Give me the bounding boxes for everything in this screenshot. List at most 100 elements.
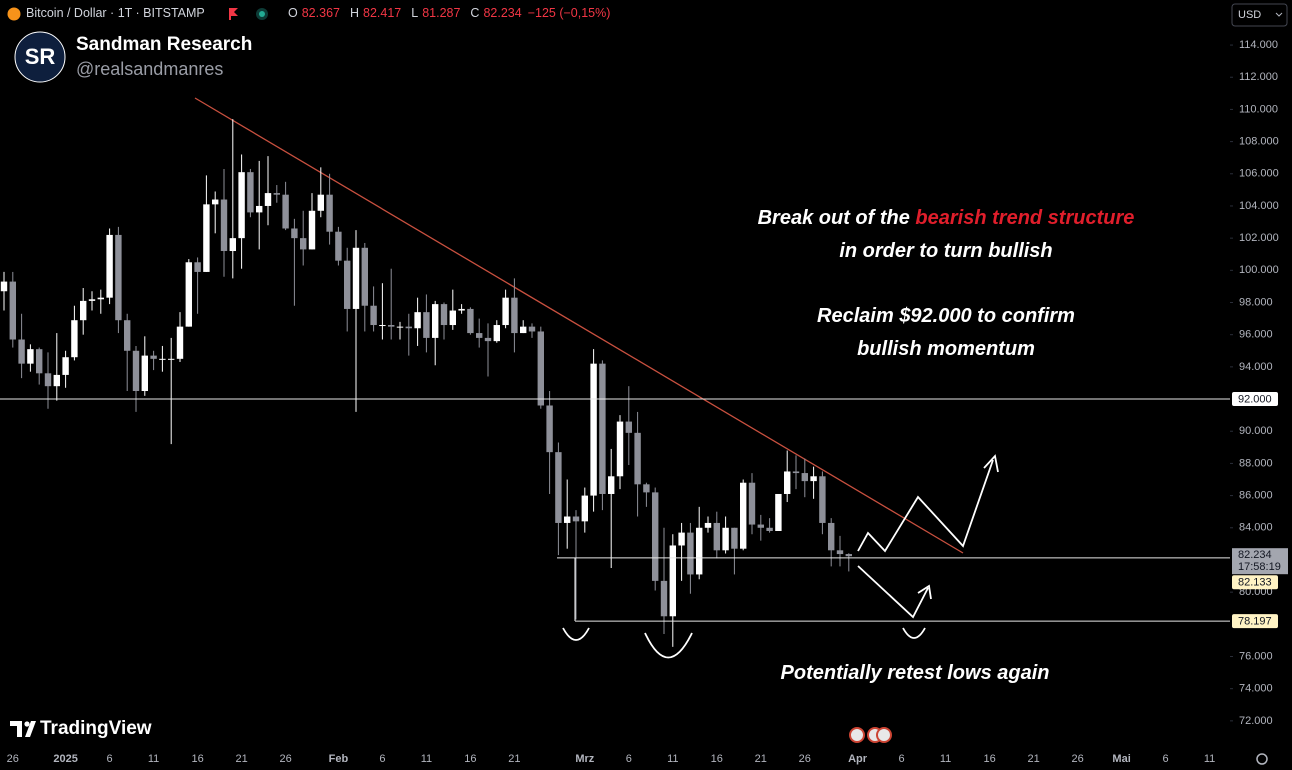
candle-body bbox=[722, 527, 729, 551]
author-logo bbox=[14, 31, 66, 83]
candle-body bbox=[643, 484, 650, 493]
x-tick-label: 6 bbox=[1163, 753, 1169, 765]
candle-body bbox=[282, 194, 289, 229]
candle-body bbox=[432, 304, 439, 338]
y-tick-label: 90.000 bbox=[1239, 425, 1273, 437]
y-tick-label: 98.000 bbox=[1239, 296, 1273, 308]
candle-body bbox=[264, 193, 272, 206]
level-label-box bbox=[1232, 614, 1278, 629]
candle-body bbox=[608, 476, 615, 494]
dropdown-caret[interactable] bbox=[1275, 12, 1283, 17]
annotation-line: Break out of the bearish trend structure bbox=[700, 207, 1192, 230]
last-price-box bbox=[1232, 548, 1288, 575]
candle-body bbox=[115, 234, 122, 321]
candle-body bbox=[361, 247, 368, 306]
candle-body bbox=[71, 320, 78, 358]
annotation-line: Potentially retest lows again bbox=[780, 662, 1050, 684]
arrow-head bbox=[983, 454, 999, 473]
candle-body bbox=[335, 231, 342, 261]
candle-body bbox=[511, 297, 518, 334]
candle-body bbox=[740, 482, 747, 549]
ohlc-value: 82.367 bbox=[301, 6, 340, 20]
event-icon[interactable] bbox=[876, 727, 892, 743]
candle-body bbox=[502, 297, 509, 326]
candle-body bbox=[159, 358, 166, 360]
candle-body bbox=[344, 260, 351, 309]
candle-body bbox=[423, 312, 430, 338]
arrow-head bbox=[917, 584, 932, 600]
candle-body bbox=[449, 310, 456, 326]
candle-body bbox=[18, 339, 25, 364]
candle-body bbox=[326, 194, 333, 232]
settings-icon[interactable] bbox=[1256, 753, 1268, 765]
x-tick-label: Feb bbox=[329, 753, 349, 765]
candle-body bbox=[88, 299, 96, 301]
author-name: Sandman Research bbox=[76, 34, 253, 55]
candle-body bbox=[634, 432, 641, 485]
annotation-highlight: bearish trend structure bbox=[915, 207, 1135, 229]
x-tick-label: Mrz bbox=[575, 753, 594, 765]
status-dot bbox=[259, 11, 265, 17]
ohlc-value: 81.287 bbox=[422, 6, 461, 20]
level-label: 92.000 bbox=[1238, 393, 1272, 405]
x-tick-label: 26 bbox=[799, 753, 811, 765]
bearish-arrow bbox=[857, 565, 929, 619]
candle-body bbox=[555, 452, 562, 523]
y-tick-label: 112.000 bbox=[1239, 71, 1278, 83]
candle-body bbox=[766, 527, 773, 531]
event-icon[interactable] bbox=[849, 727, 865, 743]
event-icons[interactable] bbox=[849, 727, 892, 743]
candle-body bbox=[836, 550, 844, 555]
candle-body bbox=[256, 205, 263, 213]
x-tick-label: 11 bbox=[421, 753, 432, 765]
y-tick-label: 100.000 bbox=[1239, 264, 1279, 276]
candle-body bbox=[784, 471, 791, 494]
level-label: 78.197 bbox=[1238, 616, 1272, 628]
candle-body bbox=[388, 325, 395, 327]
brand-name: TradingView bbox=[40, 718, 152, 739]
candle-body bbox=[713, 522, 720, 551]
candle-body bbox=[537, 331, 544, 406]
candle-body bbox=[546, 405, 553, 453]
candle-body bbox=[308, 210, 316, 250]
candle-body bbox=[669, 545, 676, 617]
candle-body bbox=[106, 234, 113, 298]
candle-body bbox=[194, 262, 201, 272]
ohlc-key: O bbox=[288, 6, 298, 20]
candle-body bbox=[176, 326, 184, 359]
x-tick-label: 6 bbox=[626, 753, 632, 765]
candle-body bbox=[616, 421, 624, 477]
ohlc-value: 82.417 bbox=[363, 6, 402, 20]
y-tick-label: 102.000 bbox=[1239, 232, 1279, 244]
candle-body bbox=[625, 421, 632, 433]
candle-body bbox=[27, 349, 34, 364]
ohlc-key: H bbox=[349, 6, 359, 20]
candle-body bbox=[828, 522, 835, 551]
candle-body bbox=[300, 238, 307, 250]
x-tick-label: 11 bbox=[1204, 753, 1215, 765]
symbol: Bitcoin / Dollar · 1T · BITSTAMP bbox=[26, 6, 205, 20]
countdown-label: 17:58:19 bbox=[1238, 561, 1281, 573]
candle-body bbox=[599, 363, 606, 494]
x-tick-label: 26 bbox=[7, 753, 19, 765]
low-arc bbox=[562, 627, 590, 641]
candle-body bbox=[247, 172, 254, 213]
x-tick-label: 11 bbox=[940, 753, 951, 765]
candle-body bbox=[124, 320, 131, 351]
author-handle: @realsandmanres bbox=[76, 59, 224, 79]
candle-body bbox=[132, 350, 140, 392]
candle-body bbox=[801, 473, 808, 482]
candle-body bbox=[212, 199, 219, 205]
y-tick-label: 84.000 bbox=[1239, 522, 1273, 534]
y-tick-label: 72.000 bbox=[1239, 715, 1273, 727]
x-tick-label: 21 bbox=[235, 753, 247, 765]
currency-label[interactable]: USD bbox=[1238, 9, 1261, 21]
candle-body bbox=[352, 247, 360, 309]
candle-body bbox=[467, 308, 474, 334]
annotation-line: in order to turn bullish bbox=[839, 240, 1053, 262]
candle-body bbox=[53, 374, 60, 387]
currency-select[interactable] bbox=[1231, 3, 1288, 27]
candle-body bbox=[317, 194, 324, 211]
